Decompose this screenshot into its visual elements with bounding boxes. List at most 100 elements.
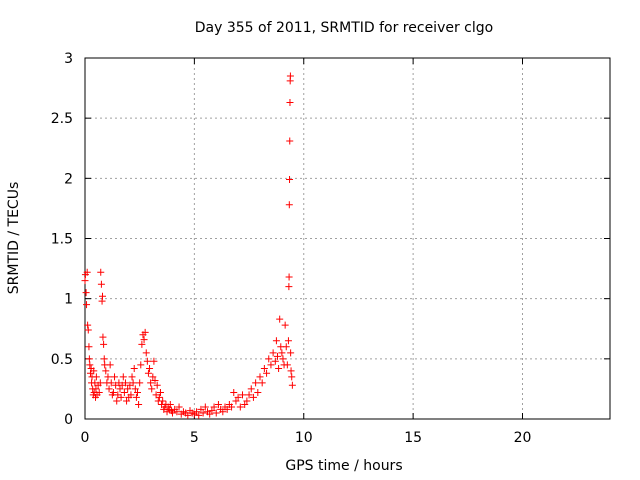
data-points bbox=[81, 72, 296, 419]
data-point bbox=[92, 385, 100, 393]
y-tick-label: 2.5 bbox=[51, 111, 73, 127]
data-point bbox=[232, 397, 240, 405]
data-point bbox=[119, 373, 127, 381]
data-point bbox=[85, 355, 93, 363]
data-point bbox=[100, 355, 108, 363]
data-point bbox=[121, 379, 129, 387]
data-point bbox=[230, 389, 238, 397]
data-point bbox=[286, 176, 294, 184]
data-point bbox=[236, 403, 244, 411]
data-point bbox=[267, 361, 275, 369]
data-point bbox=[99, 333, 107, 341]
data-point bbox=[282, 343, 290, 351]
chart-title: Day 355 of 2011, SRMTID for receiver clg… bbox=[195, 20, 493, 36]
data-point bbox=[150, 357, 158, 365]
data-point bbox=[109, 389, 117, 397]
data-point bbox=[153, 381, 161, 389]
data-point bbox=[117, 393, 125, 401]
data-point bbox=[214, 401, 222, 409]
data-point bbox=[82, 289, 90, 297]
y-tick-label: 1 bbox=[64, 292, 73, 308]
x-axis-label: GPS time / hours bbox=[285, 458, 402, 474]
data-point bbox=[212, 409, 220, 417]
data-point bbox=[127, 391, 135, 399]
x-tick-label: 0 bbox=[81, 430, 90, 446]
data-point bbox=[245, 391, 253, 399]
data-point bbox=[206, 410, 214, 418]
grid bbox=[85, 58, 610, 419]
data-point bbox=[142, 349, 150, 357]
data-point bbox=[116, 385, 124, 393]
data-point bbox=[137, 361, 145, 369]
data-point bbox=[284, 337, 292, 345]
data-point bbox=[97, 268, 105, 276]
data-point bbox=[95, 389, 103, 397]
data-point bbox=[247, 385, 255, 393]
data-point bbox=[141, 328, 149, 336]
data-point bbox=[285, 201, 293, 209]
data-point bbox=[197, 405, 205, 413]
data-point bbox=[159, 397, 167, 405]
data-point bbox=[285, 273, 293, 281]
data-point bbox=[239, 391, 246, 399]
x-tick-label: 5 bbox=[190, 430, 199, 446]
data-point bbox=[169, 409, 176, 417]
data-point bbox=[129, 379, 137, 387]
data-point bbox=[223, 405, 231, 413]
data-point bbox=[193, 408, 201, 416]
data-point bbox=[252, 379, 260, 387]
data-point bbox=[286, 137, 294, 145]
data-point bbox=[173, 408, 181, 416]
data-point bbox=[113, 397, 121, 405]
data-point bbox=[83, 268, 91, 276]
data-point bbox=[260, 364, 268, 372]
data-point bbox=[175, 403, 183, 411]
data-point bbox=[281, 321, 289, 329]
data-point bbox=[241, 401, 249, 409]
data-point bbox=[151, 376, 159, 384]
data-point bbox=[263, 369, 271, 377]
data-point bbox=[131, 385, 139, 393]
data-point bbox=[83, 301, 91, 309]
data-point bbox=[147, 379, 155, 387]
data-point bbox=[288, 381, 296, 389]
data-point bbox=[105, 385, 113, 393]
data-point bbox=[130, 364, 138, 372]
data-point bbox=[279, 355, 287, 363]
data-point bbox=[249, 393, 257, 401]
y-tick-label: 0.5 bbox=[51, 352, 73, 368]
data-point bbox=[243, 397, 251, 405]
data-point bbox=[272, 337, 280, 345]
data-point bbox=[258, 379, 266, 387]
axis-ticks: 0 5 10 15 20 0 0.5 1 1.5 2 2.5 3 bbox=[51, 51, 610, 446]
data-point bbox=[288, 373, 296, 381]
data-point bbox=[276, 315, 284, 323]
data-point bbox=[265, 355, 273, 363]
data-point bbox=[283, 361, 291, 369]
data-point bbox=[195, 411, 203, 419]
data-point bbox=[111, 373, 119, 381]
data-point bbox=[146, 364, 154, 372]
data-point bbox=[278, 349, 286, 357]
data-point bbox=[107, 379, 115, 387]
data-point bbox=[156, 389, 164, 397]
data-point bbox=[84, 326, 92, 334]
y-tick-label: 3 bbox=[64, 51, 73, 67]
data-point bbox=[100, 340, 108, 348]
data-point bbox=[228, 403, 236, 411]
data-point bbox=[84, 321, 92, 329]
data-point bbox=[148, 385, 156, 393]
data-point bbox=[132, 393, 140, 401]
data-point bbox=[102, 367, 110, 375]
data-point bbox=[271, 357, 279, 365]
data-point bbox=[254, 389, 262, 397]
data-point bbox=[134, 389, 141, 397]
data-point bbox=[234, 393, 242, 401]
data-point bbox=[149, 373, 157, 381]
data-point bbox=[208, 407, 216, 415]
data-point bbox=[85, 343, 93, 351]
y-tick-label: 2 bbox=[64, 171, 73, 187]
x-tick-label: 10 bbox=[295, 430, 313, 446]
